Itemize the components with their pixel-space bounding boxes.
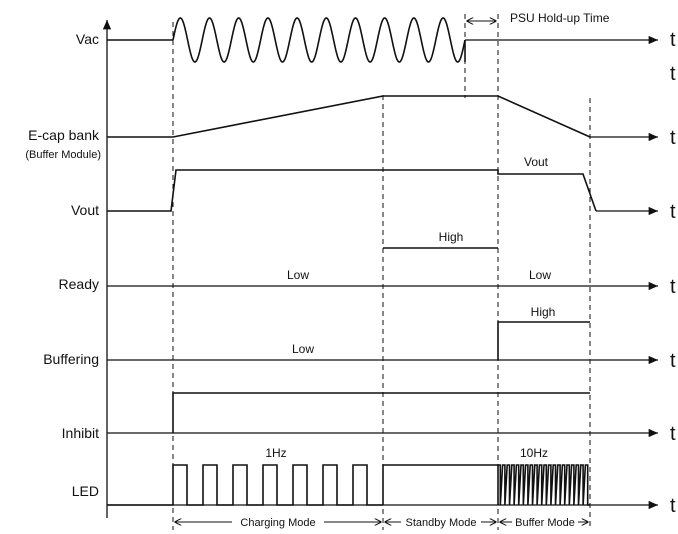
t-label-vac-extra: t — [670, 63, 676, 85]
buffering-low-label: Low — [292, 342, 314, 356]
vac-sine-wave — [172, 17, 466, 63]
ready-low-left-label: Low — [287, 268, 309, 282]
led-slow-pulses — [107, 464, 383, 506]
waveform-buffering — [497, 321, 590, 360]
led-slow-label: 1Hz — [265, 446, 286, 460]
ready-high-label: High — [439, 230, 464, 244]
ready-low-right-label: Low — [529, 268, 551, 282]
mode-bg-charging — [232, 514, 324, 530]
t-label-vac: t — [670, 29, 676, 51]
signal-label-vout: Vout — [71, 202, 99, 218]
led-fast-pulses — [497, 464, 590, 506]
signal-label-led: LED — [72, 483, 99, 499]
mode-bg-standby — [401, 514, 481, 530]
event-lines — [172, 14, 591, 530]
t-label-ecap: t — [670, 127, 676, 149]
led-fast-label: 10Hz — [520, 446, 548, 460]
t-label-vout: t — [670, 201, 676, 223]
signal-label-vac: Vac — [76, 31, 99, 47]
signal-label-buffering: Buffering — [43, 351, 99, 367]
mode-annotations: Charging Mode Standby Mode Buffer Mode — [175, 514, 588, 530]
vout-level-label: Vout — [524, 155, 549, 169]
waveform-led: 1Hz 10Hz — [107, 446, 590, 506]
signal-label-ready: Ready — [59, 276, 99, 292]
signal-sublabel-ecap: (Buffer Module) — [25, 149, 101, 161]
signal-labels: Vac E-cap bank (Buffer Module) Vout Read… — [25, 31, 101, 499]
signal-label-ecap: E-cap bank — [28, 127, 100, 143]
t-label-inhibit: t — [670, 423, 676, 445]
waveform-ecap — [107, 95, 591, 138]
mode-bg-buffer — [512, 514, 578, 530]
t-label-led: t — [670, 495, 676, 517]
time-axes: t t t t t t t t — [107, 29, 676, 517]
waveform-vac — [107, 17, 466, 63]
mode-label-charging: Charging Mode — [240, 517, 315, 529]
waveform-vout — [107, 169, 597, 212]
buffering-high-label: High — [531, 305, 556, 319]
signal-label-inhibit: Inhibit — [62, 425, 99, 441]
t-label-buffering: t — [670, 350, 676, 372]
mode-label-standby: Standby Mode — [406, 517, 477, 529]
mode-label-buffer: Buffer Mode — [515, 517, 575, 529]
t-label-ready: t — [670, 276, 676, 298]
led-steady-on — [382, 464, 498, 505]
holdup-annotation: PSU Hold-up Time — [467, 11, 610, 25]
holdup-label: PSU Hold-up Time — [510, 11, 610, 25]
waveform-inhibit — [172, 392, 590, 433]
